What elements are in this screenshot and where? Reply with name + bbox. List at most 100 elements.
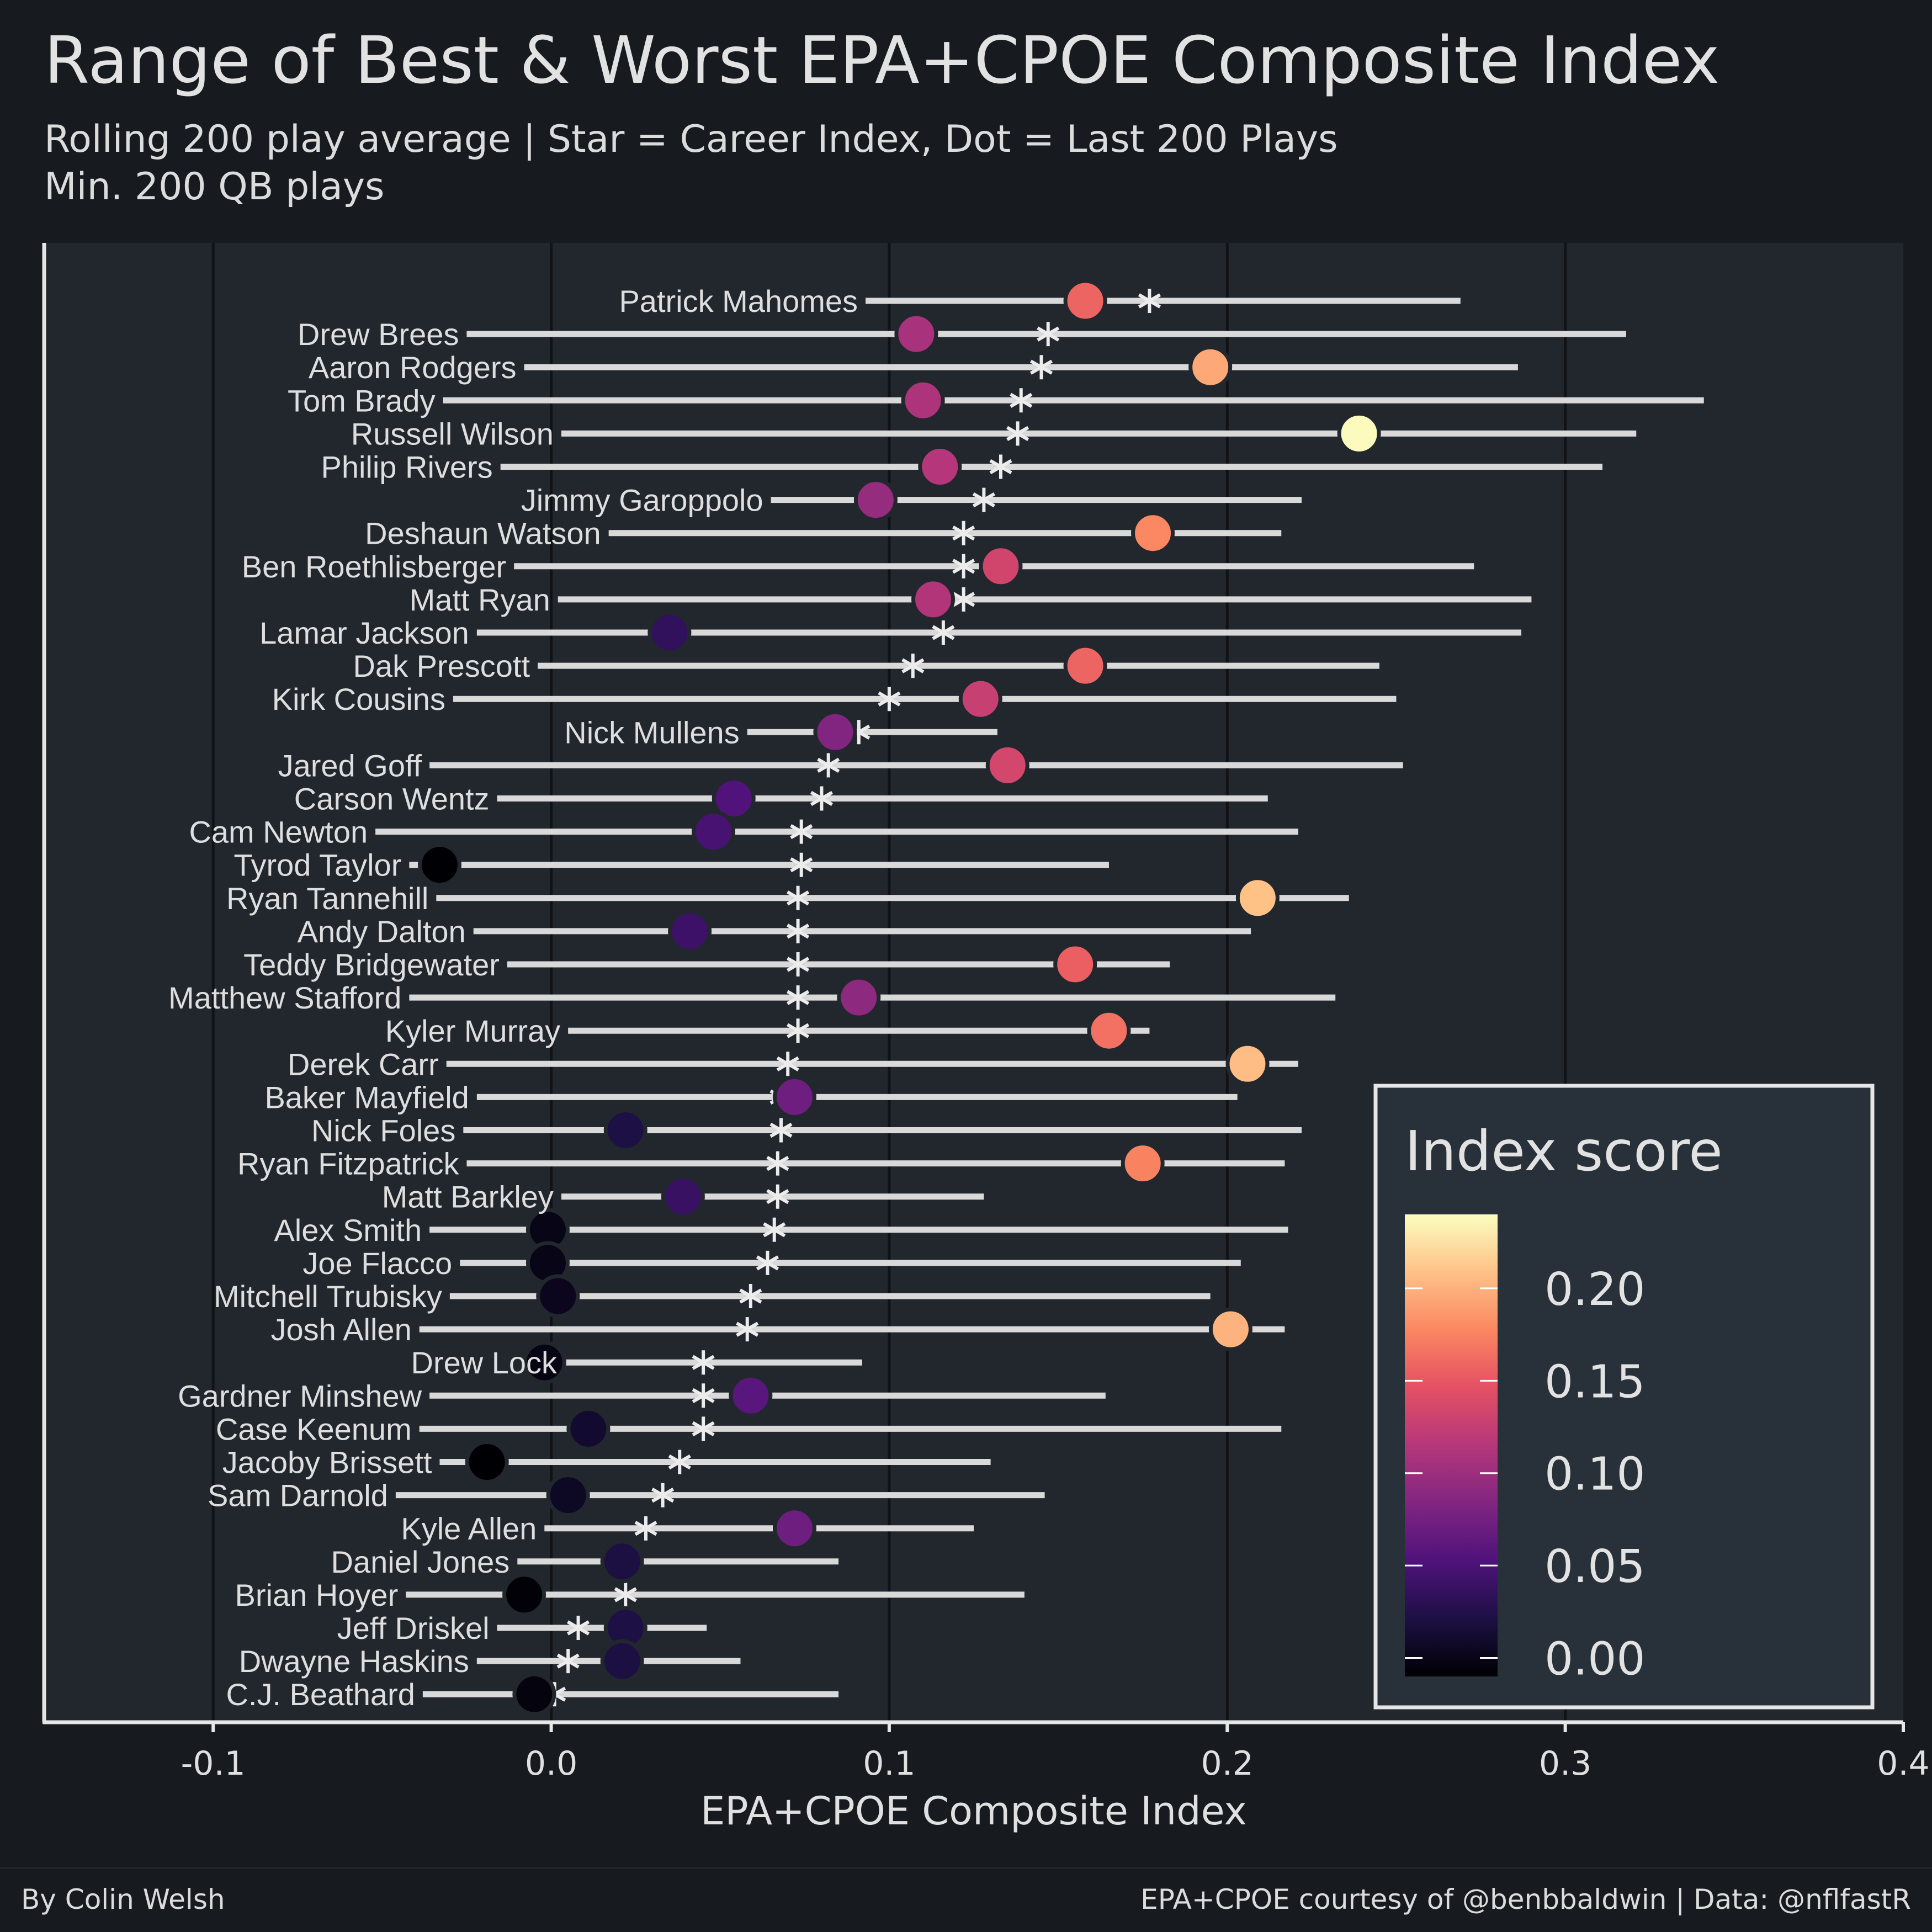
career-stars — [543, 289, 1161, 1707]
career-star — [651, 1483, 675, 1508]
colorbar-tick-label: 0.15 — [1544, 1356, 1646, 1408]
player-label: Matt Ryan — [410, 582, 550, 617]
last-200-dot — [894, 312, 938, 356]
player-label: Philip Rivers — [321, 450, 492, 485]
player-label: Sam Darnold — [208, 1478, 388, 1513]
career-star — [787, 952, 810, 976]
last-200-dot — [691, 810, 735, 854]
career-star — [756, 1250, 779, 1275]
last-200-dot — [465, 1440, 509, 1484]
last-200-dot — [958, 677, 1002, 721]
last-200-dot — [502, 1573, 546, 1617]
career-star — [952, 521, 975, 545]
player-label: Drew Brees — [298, 317, 459, 352]
career-star — [810, 786, 833, 811]
player-label: Nick Mullens — [564, 715, 739, 750]
career-star — [972, 487, 995, 512]
career-star — [692, 1383, 715, 1408]
caption-right: EPA+CPOE courtesy of @benbbaldwin | Data… — [1140, 1883, 1911, 1915]
player-label: Carson Wentz — [294, 782, 490, 816]
player-label: Jacoby Brissett — [222, 1445, 432, 1480]
career-star — [790, 852, 813, 877]
last-200-dot — [603, 1108, 647, 1152]
caption-left: By Colin Welsh — [21, 1883, 225, 1915]
last-200-dot — [837, 975, 881, 1020]
player-label: Brian Hoyer — [235, 1578, 399, 1612]
career-star — [739, 1284, 762, 1308]
player-label: Joe Flacco — [302, 1246, 452, 1281]
player-label: Jeff Driskel — [337, 1611, 490, 1646]
last-200-dot — [546, 1473, 590, 1517]
career-star — [1138, 289, 1161, 313]
player-label: Drew Lock — [411, 1345, 558, 1380]
player-label: Deshaun Watson — [365, 516, 601, 551]
last-200-dot — [1087, 1009, 1131, 1053]
last-200-dot — [536, 1274, 580, 1318]
last-200-dot — [600, 1639, 644, 1683]
player-label: C.J. Beathard — [226, 1677, 415, 1712]
x-tick-label: 0.2 — [1201, 1744, 1254, 1783]
x-axis-title: EPA+CPOE Composite Index — [700, 1788, 1247, 1834]
player-label: Andy Dalton — [298, 914, 466, 949]
colorbar-tick-label: 0.10 — [1544, 1448, 1646, 1501]
colorbar — [1405, 1214, 1498, 1676]
player-label: Jimmy Garoppolo — [521, 483, 763, 518]
career-star — [566, 1616, 590, 1640]
career-star — [787, 885, 810, 910]
last-200-dot — [979, 544, 1023, 588]
last-200-dot — [566, 1406, 611, 1451]
last-200-dot — [647, 611, 692, 655]
colorbar-tick-label: 0.20 — [1544, 1264, 1646, 1316]
x-tick-label: 0.4 — [1877, 1744, 1929, 1783]
player-label: Nick Foles — [311, 1113, 455, 1148]
subtitle-line-2: Min. 200 QB plays — [44, 165, 385, 209]
career-star — [952, 554, 975, 578]
player-label: Daniel Jones — [331, 1544, 510, 1579]
player-label: Case Keenum — [216, 1411, 412, 1446]
last-200-dot — [1053, 942, 1097, 986]
last-200-dot — [1225, 1042, 1270, 1086]
last-200-dot — [512, 1672, 556, 1716]
player-label: Ben Roethlisberger — [242, 549, 506, 584]
player-label: Gardner Minshew — [178, 1378, 422, 1413]
player-label: Patrick Mahomes — [619, 284, 858, 319]
player-label: Mitchell Trubisky — [214, 1279, 442, 1314]
x-tick-label: -0.1 — [181, 1744, 246, 1783]
colorbar-tick-label: 0.00 — [1544, 1633, 1646, 1686]
last-200-dot — [1188, 345, 1233, 389]
career-star — [769, 1118, 793, 1143]
last-200-dot — [1063, 644, 1107, 688]
player-label: Tyrod Taylor — [233, 848, 401, 883]
last-200-dot — [417, 843, 461, 887]
career-star — [817, 753, 840, 778]
career-star — [952, 587, 975, 612]
last-200-dots — [417, 279, 1381, 1716]
last-200-dot — [772, 1506, 816, 1551]
career-star — [790, 819, 813, 844]
last-200-dot — [668, 909, 712, 953]
career-star — [901, 654, 925, 678]
player-label: Kyle Allen — [401, 1511, 537, 1546]
career-star — [787, 985, 810, 1010]
player-label: Josh Allen — [270, 1312, 411, 1347]
career-star — [989, 454, 1012, 479]
player-label: Aaron Rodgers — [309, 350, 517, 385]
last-200-dot — [522, 1340, 566, 1384]
player-label: Ryan Tannehill — [226, 881, 428, 916]
career-star — [1029, 355, 1053, 380]
last-200-dot — [600, 1540, 644, 1584]
x-tick-label: 0.0 — [525, 1744, 577, 1783]
colorbar-tick-label: 0.05 — [1544, 1541, 1646, 1593]
career-star — [787, 1018, 810, 1043]
footer-divider — [0, 1867, 1932, 1869]
player-label: Kirk Cousins — [272, 682, 445, 716]
last-200-dot — [901, 378, 945, 422]
player-label: Dwayne Haskins — [239, 1644, 469, 1679]
career-star — [1006, 421, 1029, 446]
career-star — [766, 1184, 789, 1209]
career-star — [1037, 322, 1060, 347]
chart-title: Range of Best & Worst EPA+CPOE Composite… — [44, 22, 1720, 98]
last-200-dot — [772, 1075, 816, 1119]
